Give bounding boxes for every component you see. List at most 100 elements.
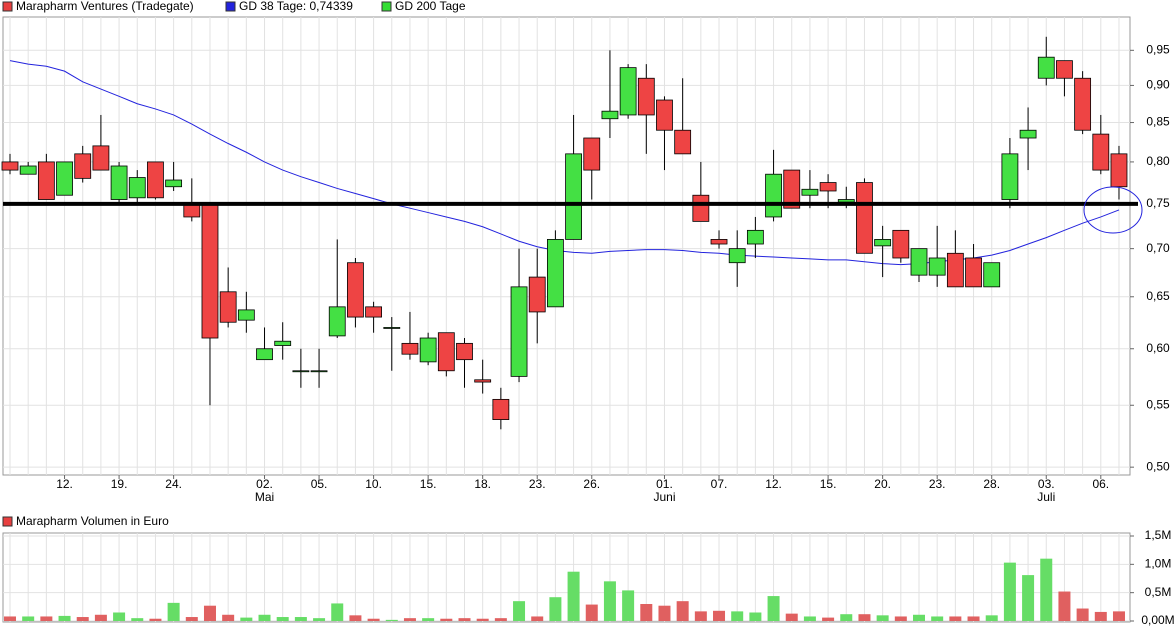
y-tick-label: 0,65	[1146, 289, 1170, 303]
candle-body	[692, 194, 710, 222]
y-tick-label: 0,00M	[1141, 613, 1174, 627]
candle-body	[128, 177, 146, 199]
y-tick-label: 0,50	[1146, 459, 1170, 473]
volume-frame	[2, 532, 1131, 623]
legend-swatch	[225, 1, 236, 12]
candle-body	[1092, 133, 1110, 171]
candle-body	[347, 262, 364, 318]
candle-body	[474, 379, 492, 383]
candle-body	[619, 67, 637, 116]
x-tick-label: 12.	[765, 477, 782, 491]
volume-bar	[1094, 611, 1107, 621]
volume-bar	[603, 581, 616, 621]
candle-body	[165, 179, 183, 188]
candle-body	[419, 337, 437, 363]
volume-bar	[1040, 558, 1053, 621]
volume-bar	[658, 605, 671, 621]
volume-bar	[40, 616, 53, 621]
candle-body	[910, 248, 928, 276]
candle-body	[965, 257, 982, 288]
candle-body	[837, 199, 855, 203]
candle-body	[583, 137, 601, 171]
volume-bar	[640, 604, 653, 621]
y-tick-label: 0,70	[1146, 241, 1170, 255]
volume-bar	[1022, 575, 1035, 621]
y-tick-label: 0,95	[1146, 42, 1170, 56]
candle-body	[56, 161, 73, 196]
volume-bar	[458, 618, 471, 621]
price-frame	[2, 16, 1131, 476]
x-tick-label: 23.	[929, 477, 946, 491]
candle-body	[565, 153, 582, 240]
x-tick-label: 03.	[1038, 477, 1055, 491]
volume-bar	[167, 602, 180, 621]
volume-bar	[585, 604, 598, 621]
volume-bar	[476, 618, 489, 621]
candle-body	[219, 291, 237, 323]
candle-body	[110, 165, 128, 200]
candle-body	[928, 257, 946, 276]
candle-body	[528, 276, 546, 313]
candle-body	[1110, 153, 1128, 188]
candle-body	[292, 370, 310, 373]
candle-body	[783, 169, 801, 209]
x-tick-label: 28.	[983, 477, 1000, 491]
volume-bar	[803, 616, 816, 621]
candle-body	[1019, 129, 1037, 139]
volume-bar	[858, 614, 871, 621]
x-tick-label: 06.	[1092, 477, 1109, 491]
volume-bar	[1058, 591, 1071, 621]
volume-bar	[967, 616, 980, 621]
candle-body	[310, 370, 328, 373]
volume-bar	[76, 617, 89, 621]
volume-bar	[731, 611, 744, 621]
y-tick-label: 1,0M	[1145, 557, 1172, 571]
volume-bar	[876, 615, 889, 621]
grid	[3, 17, 1130, 622]
volume-bar	[985, 615, 998, 621]
candle-body	[365, 306, 383, 318]
candle-body	[328, 306, 346, 337]
volume-bar	[513, 601, 526, 621]
candle-body	[383, 327, 401, 329]
candle-body	[946, 252, 964, 288]
volume-bar	[222, 614, 235, 621]
x-tick-label: 05.	[311, 477, 328, 491]
x-tick-label: 15.	[420, 477, 437, 491]
volume-bar	[822, 617, 835, 621]
candle-body	[74, 153, 92, 179]
candle-body	[437, 332, 455, 372]
volume-bar	[931, 616, 944, 621]
candle-body	[37, 161, 55, 200]
volume-bar	[240, 617, 253, 621]
x-tick-label: 02.	[256, 477, 273, 491]
y-tick-label: 0,75	[1146, 196, 1170, 210]
legend-label: GD 200 Tage	[395, 0, 466, 13]
volume-bar	[422, 618, 435, 621]
volume-bar	[1003, 562, 1016, 621]
legend-swatch	[2, 1, 13, 12]
volume-bar	[767, 596, 780, 621]
candle-body	[656, 99, 673, 131]
x-tick-label: 19.	[111, 477, 128, 491]
candle-body	[456, 342, 473, 361]
highlight-circle	[1083, 186, 1143, 234]
volume-bar	[549, 597, 562, 621]
volume-bar	[22, 616, 35, 621]
volume-bar	[113, 612, 126, 621]
candle-body	[492, 398, 510, 420]
candle-body	[601, 110, 619, 120]
x-tick-label: 18.	[474, 477, 491, 491]
y-tick-label: 0,80	[1146, 154, 1170, 168]
candle-body	[746, 229, 764, 245]
volume-bar	[185, 617, 198, 621]
candle-body	[819, 182, 837, 192]
x-tick-label: 10.	[365, 477, 382, 491]
x-month-label: Juli	[1037, 490, 1055, 504]
candle-body	[92, 145, 110, 171]
volume-bar	[622, 590, 635, 621]
candle-body	[147, 161, 164, 199]
volume-bar	[294, 617, 307, 621]
volume-bar	[785, 613, 798, 621]
volume-bar	[567, 571, 580, 621]
